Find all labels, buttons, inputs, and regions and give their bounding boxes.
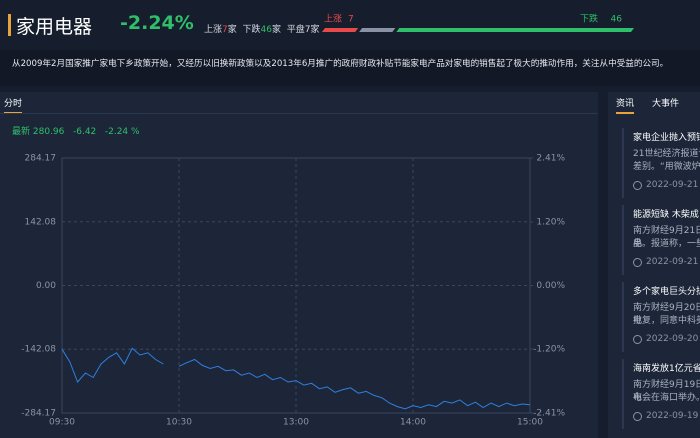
y2-tick-label: 0.00% [536,281,565,291]
tab[interactable]: 大事件 [652,99,680,109]
count: 7 [304,25,311,35]
label: 上涨 [204,25,223,35]
clock-icon [633,181,642,190]
news-snippet: 品。报道称，一些 [633,239,700,249]
news-snippet: 批复，同意中科美 [633,316,700,326]
y2-tick-label: 2.41% [536,154,565,164]
count: 46 [260,25,272,35]
x-tick-label: 14:00 [400,418,426,428]
x-tick-label: 13:00 [283,418,309,428]
chart: 284.17 142.08 0.00 -142.08 -284.17 2.41% 1.20%… [21,154,565,428]
news-accent [622,359,624,429]
down-count: 46 [611,15,623,25]
news-accent [622,128,624,198]
description: 从2009年2月国家推广家电下乡政策开始，又经历以旧换新政策以及2013年6月推… [12,59,669,69]
y2-tick-label: 1.20% [536,218,565,228]
y-tick-label: 142.08 [25,217,57,227]
value: -6.42 [72,127,97,137]
count: 7 [222,25,228,35]
y2-tick-label: -2.41% [533,409,565,419]
news-date: 2022-09-19 [646,411,699,421]
value: -2.24 % [104,127,140,137]
news-title[interactable]: 家电企业抛入预铺 [633,133,700,143]
unit: 家 [227,25,237,35]
clock-icon [633,335,642,344]
news-date: 2022-09-21 [646,257,699,267]
breadth-bar: 上涨 7 下跌 46 [322,14,634,32]
divider [0,113,598,114]
news-snippet: 布会在海口举办。 [633,393,700,403]
news-snippet: 南方财经9月21日电 [633,226,700,249]
news-accent [622,282,624,352]
news-snippet: 差别。“用微波炉 [633,162,700,172]
news-title[interactable]: 多个家电巨头分拆 [633,287,700,297]
y-tick-label: 284.17 [25,154,57,164]
unit: 家 [310,25,320,35]
y-tick-label: -284.17 [21,409,56,419]
breadth-segment [322,28,359,32]
label: 平盘 [286,25,305,35]
label: 最新 [12,127,31,137]
unit: 家 [271,25,281,35]
y-tick-label: 0.00 [36,281,56,291]
news-date: 2022-09-20 [646,334,699,344]
change: -2.24% [120,12,194,34]
news-title[interactable]: 能源短缺 木柴成 [633,210,699,220]
x-tick-label: 09:30 [49,418,75,428]
up-label: 上涨 [324,14,342,25]
down-label: 下跌 [580,14,598,25]
accent [8,14,11,36]
clock-icon [633,258,642,267]
news-accent [622,205,624,275]
breadth: 上涨7家 下跌46家 平盘7家 [204,22,319,35]
breadth-segment [359,28,396,32]
y2-tick-label: -1.20% [533,344,565,354]
news-snippet: 南方财经9月20日电 [633,303,700,326]
desc-band [0,50,700,86]
news-title[interactable]: 海南发放1亿元省 [633,364,700,374]
label: 下跌 [242,25,261,35]
price-line [61,347,531,410]
news-snippet: 21世纪经济报道记 [633,149,700,159]
up-count: 7 [348,15,354,25]
clock-icon [633,412,642,421]
chart-panel [0,92,598,438]
x-tick-label: 15:00 [517,418,543,428]
y-tick-label: -142.08 [21,345,56,355]
x-tick-label: 10:30 [166,418,192,428]
tab[interactable]: 资讯 [616,96,635,114]
title: 家用电器 [16,16,93,38]
news-snippet: 南方财经9月19日电 [633,380,700,403]
latest: 最新 280.96 -6.42 -2.24 % [12,124,140,137]
breadth-segment [396,28,634,32]
value: 280.96 [32,127,65,137]
news-date: 2022-09-21 [646,180,699,190]
